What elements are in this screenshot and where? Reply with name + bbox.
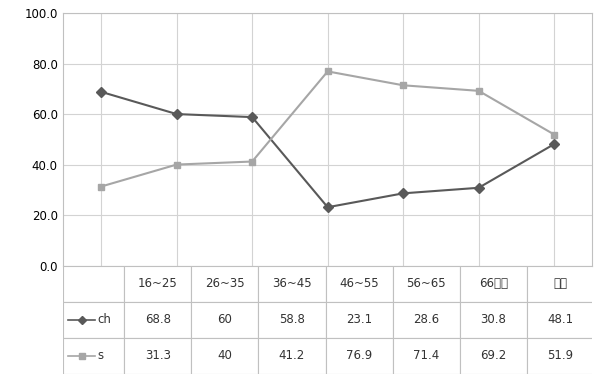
- s: [400, 83, 407, 88]
- s: [475, 89, 482, 93]
- Text: 69.2: 69.2: [480, 349, 507, 362]
- Bar: [63, 302, 124, 338]
- ch: [400, 191, 407, 196]
- Bar: [393, 338, 460, 374]
- s: [97, 184, 105, 189]
- ch: [551, 142, 558, 146]
- Text: 60: 60: [217, 313, 233, 326]
- Bar: [460, 302, 527, 338]
- ch: [97, 90, 105, 94]
- Text: ch: ch: [98, 313, 112, 326]
- Text: 28.6: 28.6: [413, 313, 439, 326]
- Text: 23.1: 23.1: [346, 313, 372, 326]
- ch: [249, 115, 256, 119]
- Bar: [124, 302, 191, 338]
- Bar: [527, 302, 594, 338]
- Text: 41.2: 41.2: [279, 349, 305, 362]
- Bar: [63, 338, 124, 374]
- ch: [173, 112, 180, 116]
- Text: 56~65: 56~65: [406, 277, 446, 290]
- Bar: [124, 338, 191, 374]
- Bar: [124, 266, 191, 302]
- Text: 30.8: 30.8: [480, 313, 506, 326]
- FancyBboxPatch shape: [63, 266, 592, 374]
- Bar: [527, 338, 594, 374]
- Bar: [326, 266, 393, 302]
- s: [551, 132, 558, 137]
- Bar: [326, 338, 393, 374]
- Text: 전체: 전체: [553, 277, 568, 290]
- Bar: [191, 302, 259, 338]
- Text: 68.8: 68.8: [145, 313, 171, 326]
- Text: 40: 40: [217, 349, 233, 362]
- Bar: [460, 266, 527, 302]
- Text: 58.8: 58.8: [279, 313, 305, 326]
- Text: 48.1: 48.1: [547, 313, 574, 326]
- Text: 51.9: 51.9: [547, 349, 574, 362]
- Bar: [63, 266, 124, 302]
- Bar: [259, 302, 326, 338]
- ch: [324, 205, 331, 209]
- Text: s: s: [98, 349, 104, 362]
- s: [249, 159, 256, 164]
- Bar: [191, 338, 259, 374]
- s: [173, 162, 180, 167]
- Text: 66이상: 66이상: [479, 277, 508, 290]
- ch: [475, 186, 482, 190]
- Line: s: s: [98, 68, 557, 190]
- Line: ch: ch: [98, 88, 557, 211]
- Text: 26~35: 26~35: [205, 277, 245, 290]
- Bar: [393, 266, 460, 302]
- Text: 71.4: 71.4: [413, 349, 439, 362]
- Text: 36~45: 36~45: [272, 277, 312, 290]
- s: [324, 69, 331, 74]
- Bar: [460, 338, 527, 374]
- Bar: [259, 338, 326, 374]
- Text: 76.9: 76.9: [346, 349, 372, 362]
- Bar: [527, 266, 594, 302]
- Bar: [259, 266, 326, 302]
- Bar: [326, 302, 393, 338]
- Text: 46~55: 46~55: [339, 277, 379, 290]
- Bar: [393, 302, 460, 338]
- Bar: [191, 266, 259, 302]
- Text: 31.3: 31.3: [145, 349, 171, 362]
- Text: 16~25: 16~25: [138, 277, 178, 290]
